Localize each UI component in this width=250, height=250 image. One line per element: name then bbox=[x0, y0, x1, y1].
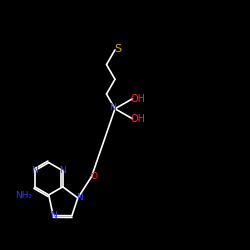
Text: N: N bbox=[59, 166, 66, 175]
Text: OH: OH bbox=[130, 94, 146, 104]
Text: N: N bbox=[108, 103, 116, 112]
Text: N: N bbox=[50, 211, 56, 220]
Text: OH: OH bbox=[130, 114, 146, 124]
Text: N: N bbox=[76, 194, 82, 202]
Text: NH₂: NH₂ bbox=[16, 191, 33, 200]
Text: N: N bbox=[32, 166, 38, 175]
Text: S: S bbox=[114, 44, 121, 54]
Text: O: O bbox=[90, 172, 97, 181]
